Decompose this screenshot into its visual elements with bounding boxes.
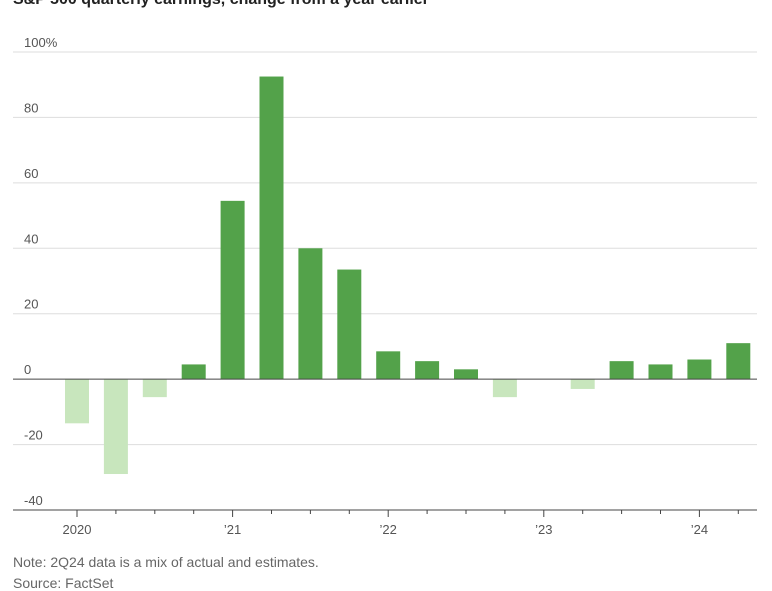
x-axis-labels: 2020 ’21 ’22 ’23 ’24 <box>63 522 709 537</box>
bar-1Q20 <box>65 379 89 424</box>
bars <box>65 76 751 475</box>
y-tick-label: 60 <box>24 166 38 181</box>
y-tick-label: 20 <box>24 297 38 312</box>
chart-title: S&P 500 quarterly earnings, change from … <box>13 0 429 9</box>
y-tick-label: 0 <box>24 362 31 377</box>
bar-3Q23 <box>609 361 634 380</box>
bar-4Q22 <box>492 379 517 398</box>
bar-4Q21 <box>337 269 362 380</box>
y-axis-labels: -40 -20 0 20 40 60 80 100% <box>24 35 58 508</box>
bar-chart: -40 -20 0 20 40 60 80 100% 2020 ’21 ’22 ’23 ’24 <box>13 35 757 537</box>
x-tick-label: 2020 <box>63 522 92 537</box>
bar-4Q20 <box>181 364 206 380</box>
bar-3Q22 <box>454 369 478 380</box>
bar-1Q21 <box>220 200 245 380</box>
y-tick-label: 80 <box>24 100 38 115</box>
x-tick-label: ’21 <box>224 522 241 537</box>
bar-2Q21 <box>259 76 284 380</box>
bar-2Q20 <box>103 379 128 475</box>
bar-2Q23 <box>570 379 595 389</box>
x-tick-label: ’22 <box>380 522 397 537</box>
y-tick-label: 100% <box>24 35 58 50</box>
bar-3Q21 <box>298 248 323 380</box>
x-tick-label: ’24 <box>691 522 708 537</box>
bar-1Q24 <box>687 359 712 380</box>
y-tick-label: -20 <box>24 428 43 443</box>
gridlines <box>13 51 757 446</box>
bar-3Q20 <box>142 379 167 398</box>
y-tick-label: 40 <box>24 231 38 246</box>
x-tick-label: ’23 <box>535 522 552 537</box>
bar-2Q24 <box>726 343 751 380</box>
chart-source: Source: FactSet <box>13 575 114 591</box>
bar-4Q23 <box>648 364 673 380</box>
x-axis-ticks <box>76 510 739 517</box>
chart-note: Note: 2Q24 data is a mix of actual and e… <box>13 554 319 570</box>
bar-2Q22 <box>415 361 440 380</box>
bar-1Q22 <box>376 351 401 380</box>
y-tick-label: -40 <box>24 493 43 508</box>
